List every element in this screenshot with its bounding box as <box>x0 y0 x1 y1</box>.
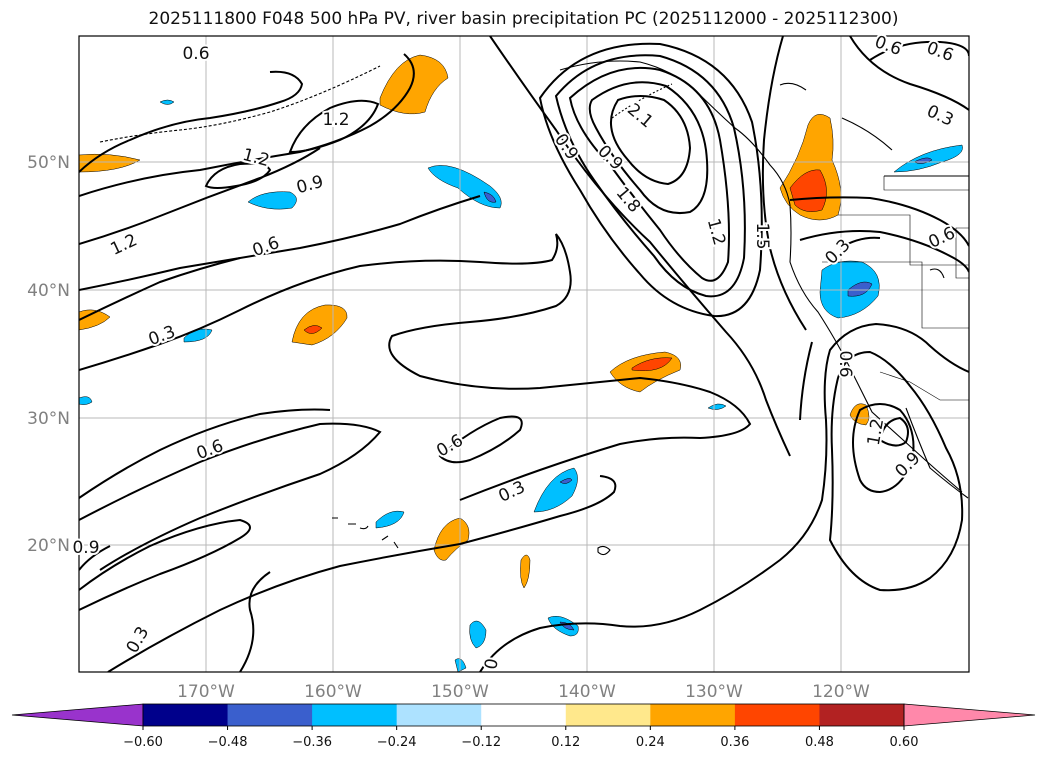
colorbar-segment <box>565 704 651 726</box>
colorbar: −0.60 −0.48 −0.36 −0.24 −0.12 0.12 0.24 0.36 0.4… <box>11 703 1036 750</box>
plot-frame <box>78 35 970 673</box>
precip-negative-core <box>847 281 873 297</box>
colorbar-segment <box>396 704 482 726</box>
precip-negative-patch <box>427 165 502 209</box>
lat-label-20n: 20°N <box>27 536 70 556</box>
contour-label: 0.3 <box>496 477 529 507</box>
precip-negative-patch <box>533 467 578 513</box>
colorbar-tick-label: −0.12 <box>461 735 501 750</box>
contour-label: 0.9 <box>891 448 924 481</box>
contour-label: 0.3 <box>924 101 957 131</box>
colorbar-tick-label: 0.48 <box>805 735 834 750</box>
precip-negative-patch <box>79 396 93 405</box>
contour-label: 0.6 <box>194 436 226 464</box>
precip-negative-patch <box>375 510 405 529</box>
colorbar-tick-label: −0.60 <box>123 735 163 750</box>
precipitation-shading <box>79 54 963 672</box>
contour-label: 1.2 <box>240 145 271 171</box>
colorbar-tick-label: −0.36 <box>292 735 332 750</box>
precip-positive-patch <box>79 309 111 331</box>
colorbar-frame <box>142 703 905 727</box>
colorbar-segment <box>650 704 736 726</box>
precip-negative-core <box>559 478 573 484</box>
colorbar-tick-label: 0.24 <box>636 735 665 750</box>
precip-positive-patch <box>520 554 531 589</box>
contour-label: 0.3 <box>146 322 178 350</box>
precip-negative-patch <box>183 328 213 343</box>
pv-contour-0.6 <box>489 36 791 457</box>
precip-positive-patch <box>379 54 449 115</box>
colorbar-tick-label: −0.48 <box>208 735 248 750</box>
pv-contour-1.8 <box>588 81 709 214</box>
colorbar-segment <box>312 704 398 726</box>
lon-label-150w: 150°W <box>431 682 489 702</box>
precip-positive-core <box>303 325 323 334</box>
colorbar-segment <box>481 704 567 726</box>
precip-positive-core <box>789 169 827 212</box>
contour-label: 0 <box>481 657 503 671</box>
latitude-labels: 50°N 40°N 30°N 20°N <box>27 153 70 556</box>
pv-contour-0.9 <box>538 42 763 318</box>
lon-label-120w: 120°W <box>812 682 870 702</box>
contour-label: 0.9 <box>72 538 99 558</box>
pv-contour-1.2 <box>554 54 746 298</box>
colorbar-segment <box>819 704 905 726</box>
lon-label-170w: 170°W <box>177 682 235 702</box>
lat-label-40n: 40°N <box>27 281 70 301</box>
contour-label: 0.6 <box>433 431 466 462</box>
colorbar-segment <box>734 704 820 726</box>
colorbar-tick-label: 0.12 <box>551 735 580 750</box>
contour-label: 0.9 <box>294 172 325 198</box>
pv-contours <box>79 36 969 672</box>
precip-negative-patch <box>707 403 727 410</box>
lat-label-50n: 50°N <box>27 153 70 173</box>
contour-label: 1.5 <box>752 222 772 249</box>
precip-negative-patch <box>469 620 487 649</box>
contour-label: 0.6 <box>835 350 855 377</box>
contour-label: 1.2 <box>108 230 141 260</box>
colorbar-segment <box>227 704 313 726</box>
precip-positive-core <box>631 357 673 371</box>
precip-negative-core <box>483 191 497 203</box>
colorbar-tick-label: 0.36 <box>720 735 749 750</box>
contour-label: 0.6 <box>250 233 282 261</box>
precip-positive-patch <box>291 304 348 346</box>
colorbar-extend-low <box>11 703 144 727</box>
map-title: 2025111800 F048 500 hPa PV, river basin … <box>148 9 899 29</box>
colorbar-tick-label: −0.24 <box>377 735 417 750</box>
contour-label: 0.6 <box>924 38 956 66</box>
contour-label: 0.9 <box>593 141 626 174</box>
precip-negative-patch <box>247 191 297 210</box>
precip-negative-patch <box>159 99 175 105</box>
longitude-labels: 170°W 160°W 150°W 140°W 130°W 120°W <box>177 682 870 702</box>
lon-label-130w: 130°W <box>685 682 743 702</box>
colorbar-tick-label: 0.60 <box>890 735 919 750</box>
colorbar-extend-high <box>903 703 1036 727</box>
lon-label-160w: 160°W <box>304 682 362 702</box>
contour-label: 0.3 <box>123 623 154 656</box>
contour-label: 2.1 <box>623 100 657 133</box>
pv-contour-2.1 <box>610 95 692 186</box>
colorbar-segment <box>143 704 229 726</box>
lat-label-30n: 30°N <box>27 409 70 429</box>
precip-positive-patch <box>433 517 470 561</box>
pv-contour-1.5 <box>568 66 730 282</box>
lon-label-140w: 140°W <box>558 682 616 702</box>
contour-label: 1.2 <box>322 110 349 130</box>
contour-label: 0.6 <box>182 44 209 64</box>
contour-label: 1.2 <box>703 216 729 247</box>
